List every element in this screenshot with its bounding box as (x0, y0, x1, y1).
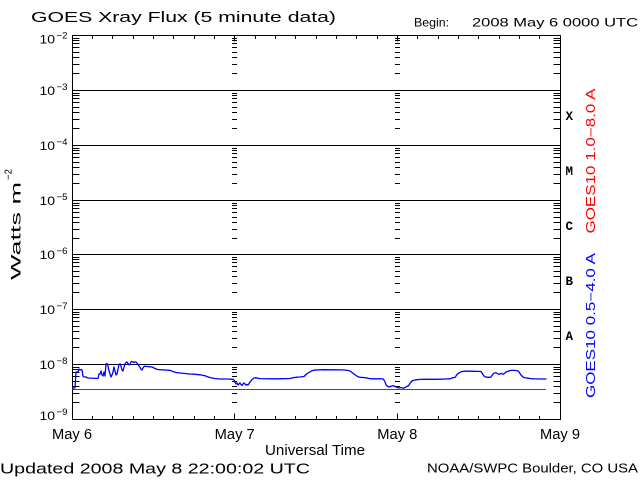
svg-text:May 8: May 8 (377, 427, 417, 443)
svg-text:−4: −4 (57, 137, 68, 148)
svg-text:−3: −3 (57, 82, 68, 93)
svg-text:−2: −2 (4, 169, 15, 180)
svg-text:Updated 2008 May 8 22:00:02 U: Updated 2008 May 8 22:00:02 UTC (0, 460, 310, 477)
svg-text:Universal Time: Universal Time (265, 442, 365, 459)
svg-text:GOES Xray Flux (5 minute data): GOES Xray Flux (5 minute data) (31, 9, 336, 26)
svg-text:−5: −5 (57, 192, 68, 203)
svg-text:10: 10 (40, 411, 56, 423)
svg-text:10: 10 (40, 360, 56, 372)
svg-text:May 7: May 7 (215, 427, 255, 443)
svg-text:10: 10 (40, 305, 56, 317)
svg-text:10: 10 (40, 35, 56, 47)
svg-text:GOES10 0.5−4.0 A: GOES10 0.5−4.0 A (584, 252, 598, 398)
svg-text:−7: −7 (57, 301, 68, 312)
svg-text:−2: −2 (57, 31, 68, 42)
svg-text:M: M (566, 165, 574, 179)
svg-text:−9: −9 (57, 407, 68, 418)
svg-text:10: 10 (40, 86, 56, 98)
svg-text:X: X (566, 110, 574, 124)
svg-text:10: 10 (40, 250, 56, 262)
svg-text:Begin:: Begin: (414, 15, 449, 29)
svg-text:−8: −8 (57, 356, 68, 367)
svg-text:Watts m: Watts m (8, 182, 24, 280)
svg-text:B: B (566, 275, 574, 289)
svg-text:May 9: May 9 (540, 427, 580, 443)
svg-text:May 6: May 6 (52, 427, 92, 443)
svg-text:−6: −6 (57, 246, 68, 257)
svg-text:10: 10 (40, 196, 56, 208)
svg-text:C: C (566, 220, 574, 234)
svg-text:A: A (566, 330, 574, 344)
svg-text:10: 10 (40, 141, 56, 153)
svg-text:GOES10 1.0−8.0 A: GOES10 1.0−8.0 A (584, 88, 598, 234)
svg-text:2008 May 6 0000 UTC: 2008 May 6 0000 UTC (472, 15, 638, 29)
svg-text:NOAA/SWPC Boulder, CO USA: NOAA/SWPC Boulder, CO USA (427, 460, 638, 475)
